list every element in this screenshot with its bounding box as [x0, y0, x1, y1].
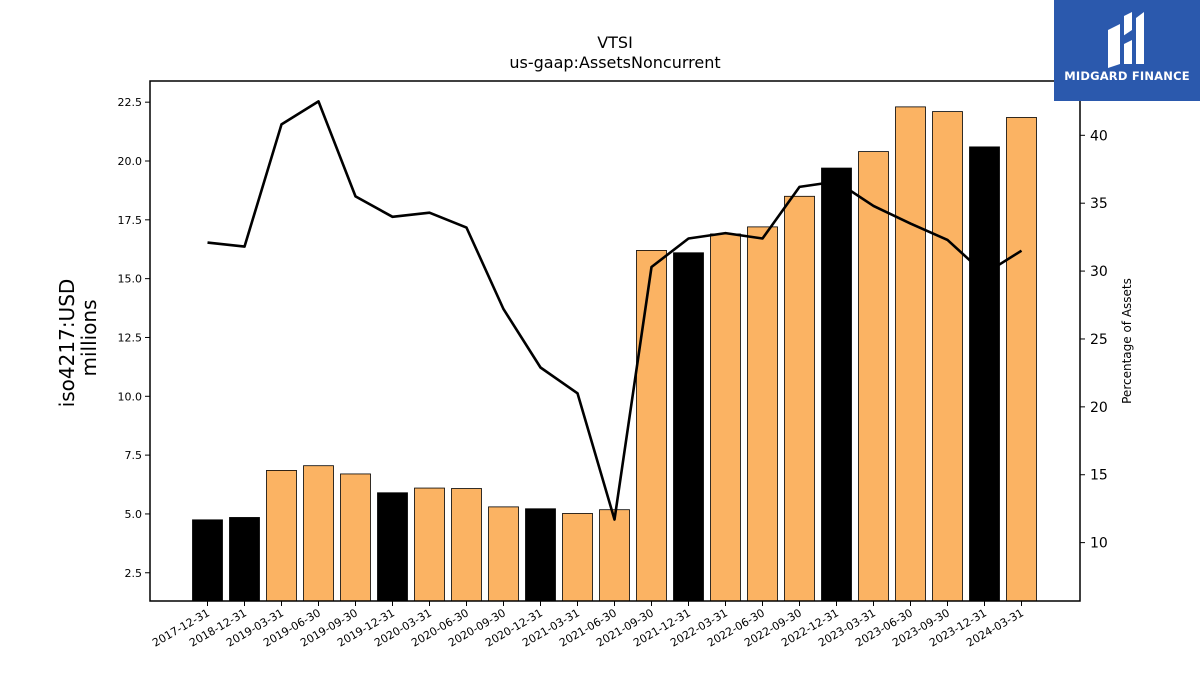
y2-tick-label: 40 [1090, 128, 1108, 144]
y-axis-right: 10 15 20 25 30 35 40 [1080, 128, 1108, 552]
bar [377, 492, 408, 602]
bar [932, 111, 963, 602]
y2-tick-label: 20 [1090, 400, 1108, 416]
bar [673, 252, 704, 602]
y-tick-label: 2.5 [125, 567, 143, 580]
bar [525, 508, 556, 602]
bar [303, 465, 334, 602]
y2-tick-label: 35 [1090, 196, 1108, 212]
y-tick-label: 5.0 [125, 508, 143, 521]
y2-tick-label: 25 [1090, 332, 1108, 348]
bar [192, 519, 223, 602]
chart-title: VTSI [597, 33, 633, 52]
y2-tick-label: 30 [1090, 264, 1108, 280]
line-series [207, 100, 1023, 521]
bar [969, 146, 1000, 602]
bar-series [192, 106, 1037, 602]
y-tick-label: 20.0 [118, 155, 143, 168]
brand-logo: MIDGARD FINANCE [1054, 0, 1200, 101]
bar [414, 487, 445, 602]
y2-tick-label: 15 [1090, 468, 1108, 484]
bar [821, 167, 852, 602]
bar [266, 470, 297, 602]
y-axis-left: 2.5 5.0 7.5 10.0 12.5 15.0 17.5 20.0 22.5 [118, 96, 150, 580]
y-tick-label: 12.5 [118, 331, 143, 344]
bar [784, 195, 815, 602]
bar [710, 233, 741, 602]
bar [562, 513, 593, 602]
y-tick-label: 17.5 [118, 214, 143, 227]
midgard-finance-logo-icon [1108, 12, 1144, 68]
y-tick-label: 22.5 [118, 96, 143, 109]
y2-axis-label: Percentage of Assets [1120, 278, 1134, 404]
y-tick-label: 10.0 [118, 390, 143, 403]
bar [229, 517, 260, 602]
bar [858, 151, 889, 602]
bar [747, 226, 778, 602]
y-axis-unit-label: millions [77, 299, 101, 376]
bar [1006, 117, 1037, 602]
y-tick-label: 15.0 [118, 273, 143, 286]
y2-tick-label: 10 [1090, 536, 1108, 552]
y-tick-label: 7.5 [125, 449, 143, 462]
bar [599, 509, 630, 602]
bar [340, 473, 371, 602]
x-axis: 2017-12-312018-12-312019-03-312019-06-30… [150, 601, 1026, 650]
logo-wordmark: MIDGARD FINANCE [1064, 69, 1190, 83]
bar [488, 506, 519, 602]
y-axis-label: iso4217:USD [55, 279, 79, 408]
bar [636, 250, 667, 602]
bar [895, 106, 926, 602]
chart-subtitle: us-gaap:AssetsNoncurrent [509, 53, 720, 72]
bar [451, 488, 482, 602]
